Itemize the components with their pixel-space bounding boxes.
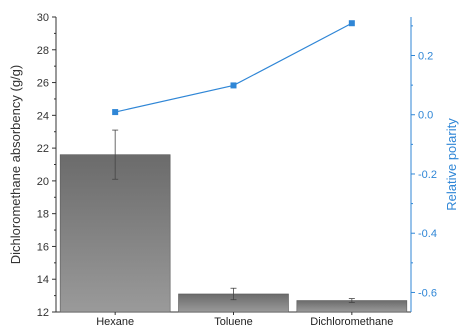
- error-bars-group: [112, 129, 355, 303]
- left-tick-label: 24: [37, 110, 49, 122]
- left-tick-label: 16: [37, 241, 49, 253]
- right-axis-title: Relative polarity: [444, 118, 459, 211]
- right-tick-label: 0.2: [418, 51, 433, 63]
- bar-hexane: [59, 154, 171, 313]
- right-axis: -0.6 -0.4 -0.2 0.0 0.2: [411, 25, 437, 299]
- category-label-toluene: Toluene: [214, 316, 253, 327]
- left-tick-label: 18: [37, 209, 49, 221]
- right-tick-label: -0.2: [418, 169, 437, 181]
- left-axis-title: Dichloromethane absorbency (g/g): [8, 65, 23, 264]
- polarity-point-dichloromethane: [348, 20, 355, 27]
- error-bar-toluene: [230, 287, 237, 301]
- left-tick-label: 26: [37, 78, 49, 90]
- left-tick-label: 12: [37, 307, 49, 319]
- left-axis: 12 14 16 18 20 22 24 26 28 30: [37, 12, 56, 319]
- polarity-line-group: [112, 20, 355, 116]
- polarity-point-toluene: [230, 82, 237, 89]
- polarity-line: [115, 22, 353, 113]
- error-bar-hexane: [112, 129, 119, 180]
- category-label-dichloromethane: Dichloromethane: [310, 316, 393, 327]
- left-tick-label: 28: [37, 45, 49, 57]
- right-tick-label: -0.6: [418, 287, 437, 299]
- right-tick-label: 0.0: [418, 110, 433, 122]
- bottom-axis: Hexane Toluene Dichloromethane: [96, 312, 393, 327]
- polarity-point-hexane: [112, 109, 119, 116]
- bars-group: [59, 154, 408, 313]
- right-tick-label: -0.4: [418, 228, 437, 240]
- error-bar-dichloromethane: [348, 298, 355, 303]
- left-tick-label: 20: [37, 176, 49, 188]
- left-tick-label: 30: [37, 12, 49, 24]
- left-tick-label: 22: [37, 143, 49, 155]
- category-label-hexane: Hexane: [96, 316, 134, 327]
- left-tick-label: 14: [37, 274, 49, 286]
